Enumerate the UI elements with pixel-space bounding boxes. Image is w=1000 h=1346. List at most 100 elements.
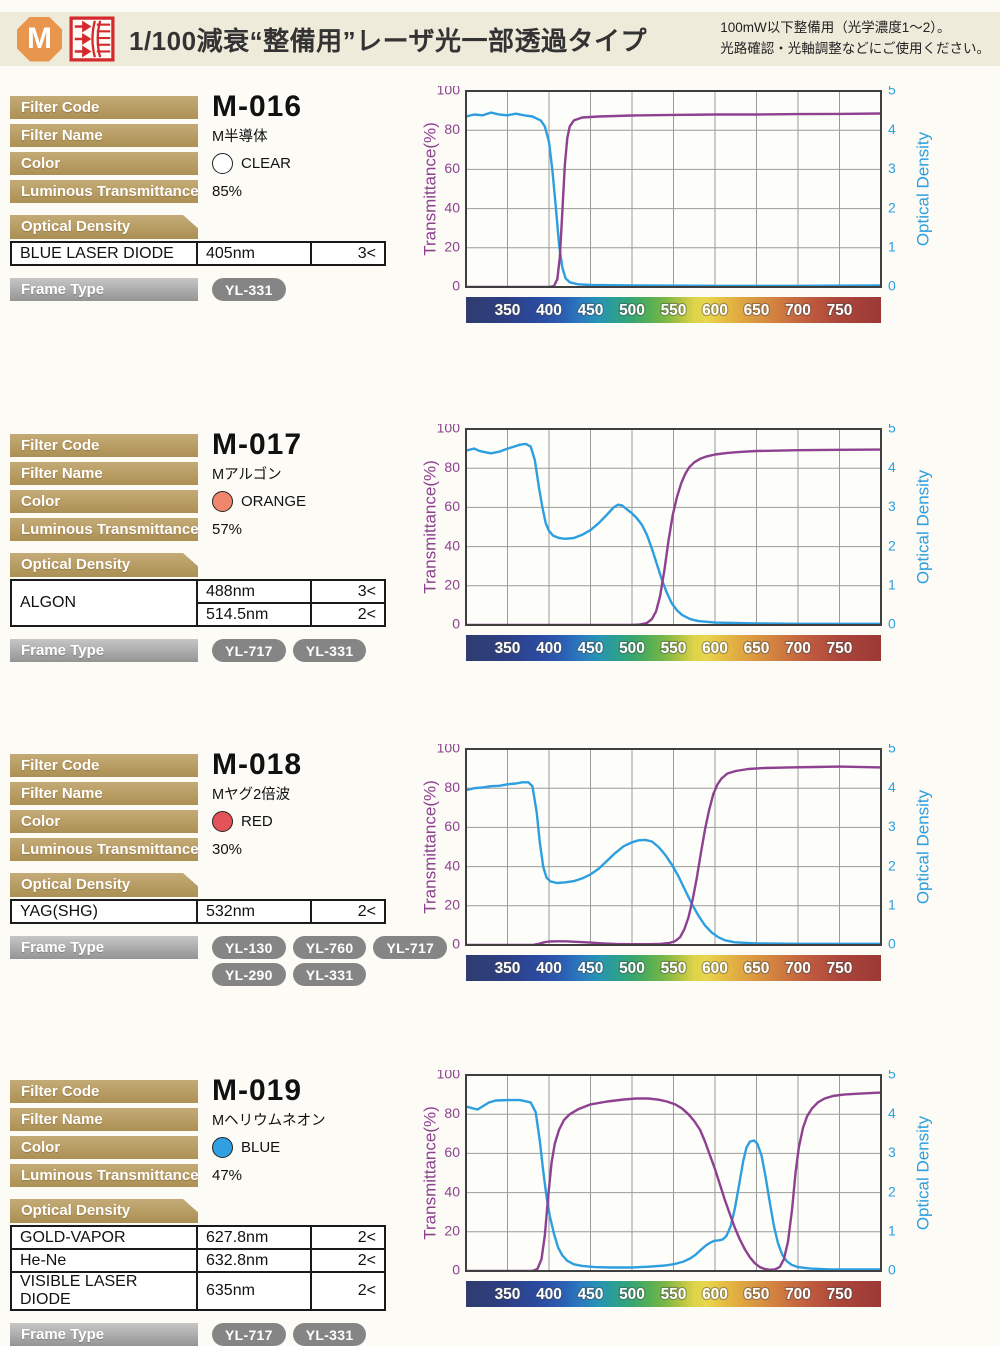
- filter-code-value: M-019: [212, 1073, 303, 1107]
- filter-section-m-018: Filter Code M-018 Filter Name Mヤグ2倍波 Col…: [10, 740, 990, 986]
- laser-type-cell: GOLD-VAPOR: [10, 1225, 198, 1250]
- filter-code-value: M-016: [212, 89, 303, 123]
- x-axis-tick-label: 400: [536, 302, 562, 319]
- luminous-transmittance-label: Luminous Transmittance: [10, 518, 199, 541]
- frame-type-pill: YL-331: [292, 639, 367, 662]
- optical-density-table-wrap: ALGON 488nm 3< 514.5nm 2<: [10, 579, 990, 627]
- left-axis-tick-label: 20: [444, 239, 460, 255]
- filter-code-label: Filter Code: [10, 96, 198, 119]
- x-axis-tick-label: 600: [702, 960, 728, 977]
- optical-density-table-wrap: YAG(SHG) 532nm 2<: [10, 899, 990, 924]
- left-axis-title: Transmittance(%): [420, 1106, 439, 1240]
- left-axis-tick-label: 0: [452, 1262, 460, 1278]
- left-axis-tick-label: 80: [444, 1105, 460, 1121]
- filter-section-m-016: Filter Code M-016 Filter Name M半導体 Color…: [10, 82, 990, 323]
- header-band: M 1/100減衰“整備用”レーザ光一部透過タイプ 100mW以下整備用（光学濃…: [0, 12, 1000, 66]
- x-axis-tick-label: 600: [702, 302, 728, 319]
- frame-type-label: Frame Type: [10, 278, 198, 301]
- filter-name-value: Mヤグ2倍波: [212, 787, 291, 803]
- right-axis-tick-label: 3: [888, 160, 896, 176]
- right-axis-tick-label: 2: [888, 199, 896, 215]
- optical-density-row: VISIBLE LASER DIODE 635nm 2<: [10, 1271, 386, 1311]
- left-axis-tick-label: 20: [444, 897, 460, 913]
- curve-optical-density: [466, 1098, 881, 1271]
- filter-code-label: Filter Code: [10, 754, 198, 777]
- wavelength-cell: 488nm: [196, 579, 312, 604]
- right-axis-tick-label: 2: [888, 1183, 896, 1199]
- filter-name-label: Filter Name: [10, 124, 198, 147]
- color-label: Color: [10, 1136, 198, 1159]
- curve-optical-density: [466, 442, 881, 625]
- spectral-chart-m-018: 0 20 40 60 80 100 0 1 2 3 4 5 Transmittance(%) Optica…: [418, 740, 958, 990]
- left-axis-tick-label: 40: [444, 199, 460, 215]
- usage-note-line2: 光路確認・光軸調整などにご使用ください。: [720, 41, 990, 56]
- wavelength-spectrum-bar: [466, 955, 881, 981]
- luminous-transmittance-value: 57%: [212, 521, 243, 538]
- x-axis-tick-label: 750: [827, 640, 853, 657]
- right-axis-tick-label: 2: [888, 537, 896, 553]
- right-axis-tick-label: 5: [888, 86, 896, 98]
- optical-density-value-cell: 2<: [310, 602, 386, 627]
- curve-transmittance: [466, 112, 881, 287]
- left-axis-tick-label: 0: [452, 936, 460, 952]
- frame-type-pill: YL-331: [292, 963, 367, 986]
- x-axis-tick-label: 550: [661, 302, 687, 319]
- optical-density-row: 514.5nm 2<: [11, 602, 386, 627]
- left-axis-tick-label: 20: [444, 577, 460, 593]
- curve-optical-density: [466, 111, 881, 287]
- spectral-chart-svg: 0 20 40 60 80 100 0 1 2 3 4 5 Transmittance(%) Optica…: [420, 420, 932, 661]
- x-axis-tick-label: 450: [578, 302, 604, 319]
- frame-type-label: Frame Type: [10, 936, 198, 959]
- right-axis-tick-label: 1: [888, 239, 896, 255]
- x-axis-tick-label: 400: [536, 960, 562, 977]
- left-axis-title: Transmittance(%): [420, 122, 439, 256]
- left-axis-tick-label: 100: [437, 424, 461, 436]
- filter-code-value: M-017: [212, 427, 303, 461]
- x-axis-tick-label: 450: [578, 1286, 604, 1303]
- x-axis-tick-label: 400: [536, 1286, 562, 1303]
- right-axis-tick-label: 2: [888, 857, 896, 873]
- wavelength-spectrum-bar: [466, 297, 881, 323]
- x-axis-tick-label: 750: [827, 1286, 853, 1303]
- x-axis-tick-label: 650: [744, 1286, 770, 1303]
- left-axis-tick-label: 60: [444, 498, 460, 514]
- color-label: Color: [10, 810, 198, 833]
- frame-type-pill: YL-760: [292, 936, 367, 959]
- optical-density-table: ALGON 488nm 3< 514.5nm 2<: [10, 579, 386, 627]
- curve-transmittance: [466, 1091, 881, 1271]
- luminous-transmittance-value: 47%: [212, 1167, 243, 1184]
- x-axis-tick-label: 750: [827, 960, 853, 977]
- left-axis-tick-label: 100: [437, 744, 461, 756]
- right-axis-tick-label: 4: [888, 459, 896, 475]
- x-axis-tick-label: 350: [495, 960, 521, 977]
- optical-density-header: Optical Density: [10, 873, 198, 897]
- x-axis-tick-label: 650: [744, 640, 770, 657]
- optical-density-row: YAG(SHG) 532nm 2<: [10, 899, 386, 924]
- filter-section-m-019: Filter Code M-019 Filter Name Mヘリウムネオン C…: [10, 1066, 990, 1346]
- right-axis-tick-label: 1: [888, 1223, 896, 1239]
- curve-transmittance: [466, 765, 881, 945]
- right-axis-tick-label: 1: [888, 577, 896, 593]
- optical-density-value-cell: 3<: [310, 241, 386, 266]
- x-axis-tick-label: 400: [536, 640, 562, 657]
- wavelength-spectrum-bar: [466, 635, 881, 661]
- luminous-transmittance-label: Luminous Transmittance: [10, 838, 199, 861]
- spectral-chart-m-017: 0 20 40 60 80 100 0 1 2 3 4 5 Transmittance(%) Optica…: [418, 420, 958, 670]
- m-badge: M: [17, 16, 62, 62]
- left-axis-tick-label: 100: [437, 1070, 461, 1082]
- optical-density-value-cell: 2<: [310, 1225, 386, 1250]
- wavelength-cell: 635nm: [196, 1271, 312, 1311]
- left-axis-tick-label: 40: [444, 537, 460, 553]
- right-axis-tick-label: 0: [888, 616, 896, 632]
- right-axis-tick-label: 3: [888, 818, 896, 834]
- optical-density-row: BLUE LASER DIODE 405nm 3<: [10, 241, 386, 266]
- frame-type-pill: YL-717: [212, 1323, 286, 1346]
- left-axis-title: Transmittance(%): [420, 780, 439, 914]
- filter-name-value: Mアルゴン: [212, 467, 282, 483]
- color-swatch: [212, 491, 233, 512]
- left-axis-tick-label: 0: [452, 278, 460, 294]
- frame-type-label: Frame Type: [10, 1323, 198, 1346]
- usage-note: 100mW以下整備用（光学濃度1～2）。 光路確認・光軸調整などにご使用ください…: [720, 18, 990, 60]
- laser-type-cell: He-Ne: [10, 1248, 198, 1273]
- filter-name-label: Filter Name: [10, 1108, 198, 1131]
